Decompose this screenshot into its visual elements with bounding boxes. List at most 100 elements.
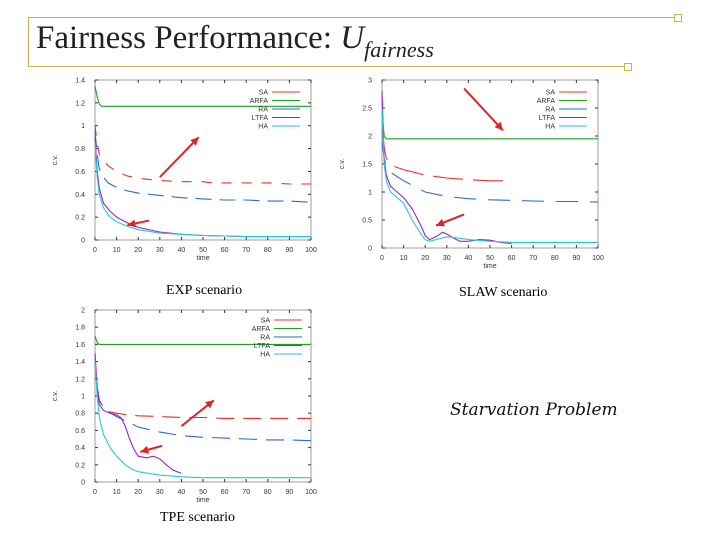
title-underline xyxy=(28,66,628,67)
x-tick-label: 60 xyxy=(508,255,516,262)
x-tick-label: 50 xyxy=(199,247,207,254)
y-tick-label: 1 xyxy=(81,123,85,130)
y-tick-label: 1.4 xyxy=(75,359,85,366)
legend-label: ARFA xyxy=(252,326,271,333)
y-axis-label: c.v. xyxy=(52,391,59,401)
legend-label: RA xyxy=(260,335,270,342)
x-tick-label: 50 xyxy=(199,489,207,496)
x-tick-label: 70 xyxy=(242,489,250,496)
series-line-ra xyxy=(94,361,312,442)
x-tick-label: 0 xyxy=(380,255,384,262)
y-tick-label: 0 xyxy=(81,238,85,245)
slide-frame-top xyxy=(28,17,678,18)
red-arrow-head xyxy=(140,445,150,454)
x-axis-label: time xyxy=(483,263,496,270)
y-tick-label: 0 xyxy=(81,480,85,487)
x-tick-label: 0 xyxy=(93,489,97,496)
frame-corner-square xyxy=(674,14,682,22)
x-axis-label: time xyxy=(196,255,209,262)
series-line-ha xyxy=(94,142,311,238)
x-tick-label: 30 xyxy=(443,255,451,262)
y-tick-label: 1 xyxy=(81,394,85,401)
rule-end-square xyxy=(624,63,632,71)
y-tick-label: 1.4 xyxy=(75,78,85,85)
x-tick-label: 10 xyxy=(113,247,121,254)
y-tick-label: 2 xyxy=(368,134,372,141)
x-tick-label: 100 xyxy=(305,489,317,496)
legend-label: LTFA xyxy=(254,343,271,350)
legend-label: SA xyxy=(546,90,556,97)
x-tick-label: 30 xyxy=(156,247,164,254)
caption-slaw: SLAW scenario xyxy=(459,285,548,300)
y-tick-label: 3 xyxy=(368,78,372,85)
y-tick-label: 0.4 xyxy=(75,445,85,452)
legend-label: HA xyxy=(545,124,555,131)
y-tick-label: 0.8 xyxy=(75,146,85,153)
series-line-ltfa xyxy=(94,137,311,238)
slide-frame-left xyxy=(28,17,29,67)
series-line-arfa xyxy=(94,335,311,345)
red-arrow-head xyxy=(494,121,503,131)
slide-title-var: U xyxy=(340,20,365,56)
y-tick-label: 0.2 xyxy=(75,215,85,222)
series-line-sa xyxy=(381,130,512,182)
x-tick-label: 90 xyxy=(286,247,294,254)
red-arrow-head xyxy=(436,218,445,227)
series-line-ltfa xyxy=(94,352,182,474)
x-tick-label: 70 xyxy=(529,255,537,262)
y-axis-label: c.v. xyxy=(339,159,346,169)
series-line-ra xyxy=(94,131,312,203)
y-tick-label: 2 xyxy=(81,308,85,315)
red-arrow-shaft xyxy=(159,136,200,178)
x-tick-label: 50 xyxy=(486,255,494,262)
y-tick-label: 1.6 xyxy=(75,342,85,349)
tpe-chart: 0 10 20 30 40 50 60 70 80 90 100 0 0.2 0.4 0.6 0.8 1 1.2 1… xyxy=(52,308,317,505)
y-tick-label: 0 xyxy=(368,246,372,253)
starvation-annotation: Starvation Problem xyxy=(450,400,618,420)
x-tick-label: 40 xyxy=(465,255,473,262)
legend-label: LTFA xyxy=(539,115,556,122)
x-tick-label: 40 xyxy=(178,489,186,496)
legend-label: LTFA xyxy=(252,115,269,122)
y-tick-label: 0.6 xyxy=(75,169,85,176)
y-tick-label: 0.8 xyxy=(75,411,85,418)
x-tick-label: 30 xyxy=(156,489,164,496)
series-line-arfa xyxy=(94,85,311,107)
exp-chart: 0 10 20 30 40 50 60 70 80 90 100 0 0.2 0.4 0.6 0.8 1 1.2 1… xyxy=(52,78,317,263)
legend-label: HA xyxy=(258,124,268,131)
slide-title-main: Fairness Performance: xyxy=(36,20,341,56)
slaw-chart: 0 10 20 30 40 50 60 70 80 90 100 0 0.5 1 1.5 2 2.5 3 time c… xyxy=(339,78,604,271)
slide-title: Fairness Performance: Ufairness xyxy=(36,20,434,62)
y-tick-label: 0.6 xyxy=(75,428,85,435)
y-tick-label: 0.5 xyxy=(362,218,372,225)
x-axis-label: time xyxy=(196,497,209,504)
y-tick-label: 0.2 xyxy=(75,462,85,469)
red-arrow-shaft xyxy=(463,87,504,132)
legend-label: SA xyxy=(259,90,269,97)
y-tick-label: 1.8 xyxy=(75,325,85,332)
x-tick-label: 60 xyxy=(221,247,229,254)
x-tick-label: 80 xyxy=(551,255,559,262)
x-tick-label: 80 xyxy=(264,247,272,254)
x-tick-label: 20 xyxy=(421,255,429,262)
series-line-ha xyxy=(94,361,311,479)
x-tick-label: 0 xyxy=(93,247,97,254)
series-line-ra xyxy=(381,141,599,203)
x-tick-label: 10 xyxy=(400,255,408,262)
x-tick-label: 90 xyxy=(573,255,581,262)
slide-title-subscript: fairness xyxy=(364,37,434,62)
x-tick-label: 10 xyxy=(113,489,121,496)
y-tick-label: 1.2 xyxy=(75,376,85,383)
red-arrow-head xyxy=(127,219,137,228)
legend-label: HA xyxy=(260,352,270,359)
legend-label: SA xyxy=(261,318,271,325)
plot-area xyxy=(94,79,312,241)
red-arrow-head xyxy=(190,137,199,146)
y-tick-label: 1.5 xyxy=(362,162,372,169)
plot-area xyxy=(94,309,312,483)
x-tick-label: 100 xyxy=(592,255,604,262)
legend-label: RA xyxy=(545,107,555,114)
y-tick-label: 1 xyxy=(368,190,372,197)
x-tick-label: 80 xyxy=(264,489,272,496)
